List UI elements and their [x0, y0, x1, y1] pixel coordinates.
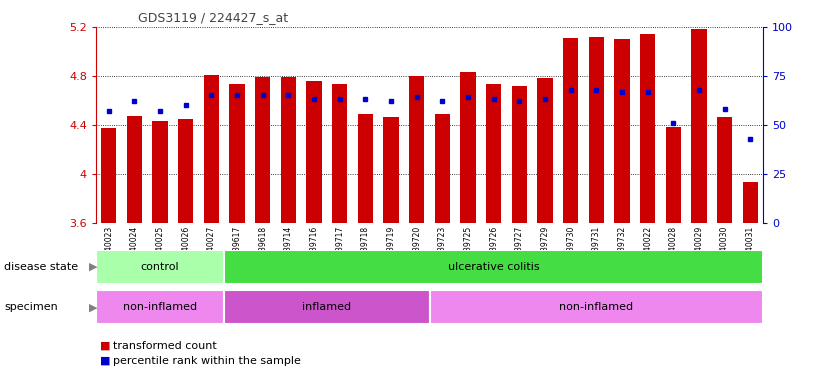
- Bar: [96, 250, 224, 284]
- Text: non-inflamed: non-inflamed: [123, 302, 197, 312]
- Bar: [460, 72, 475, 223]
- Bar: [255, 77, 270, 223]
- Text: ■: ■: [100, 341, 111, 351]
- Bar: [537, 78, 553, 223]
- Bar: [96, 290, 224, 324]
- Text: percentile rank within the sample: percentile rank within the sample: [113, 356, 300, 366]
- Text: ▶: ▶: [89, 262, 98, 272]
- Bar: [409, 76, 425, 223]
- Bar: [224, 250, 763, 284]
- Bar: [127, 116, 142, 223]
- Text: inflamed: inflamed: [302, 302, 351, 312]
- Bar: [224, 290, 430, 324]
- Text: GDS3119 / 224427_s_at: GDS3119 / 224427_s_at: [138, 12, 288, 25]
- Bar: [691, 29, 706, 223]
- Bar: [153, 121, 168, 223]
- Bar: [511, 86, 527, 223]
- Text: ■: ■: [100, 356, 111, 366]
- Bar: [717, 118, 732, 223]
- Bar: [430, 290, 763, 324]
- Bar: [742, 182, 758, 223]
- Bar: [384, 118, 399, 223]
- Text: disease state: disease state: [4, 262, 78, 272]
- Bar: [203, 74, 219, 223]
- Bar: [229, 84, 244, 223]
- Bar: [358, 114, 373, 223]
- Text: control: control: [141, 262, 179, 272]
- Bar: [563, 38, 578, 223]
- Bar: [101, 129, 117, 223]
- Text: ulcerative colitis: ulcerative colitis: [448, 262, 540, 272]
- Text: non-inflamed: non-inflamed: [560, 302, 633, 312]
- Bar: [486, 84, 501, 223]
- Bar: [640, 34, 656, 223]
- Bar: [615, 39, 630, 223]
- Bar: [306, 81, 322, 223]
- Bar: [332, 84, 348, 223]
- Bar: [178, 119, 193, 223]
- Text: specimen: specimen: [4, 302, 58, 312]
- Text: transformed count: transformed count: [113, 341, 216, 351]
- Bar: [435, 114, 450, 223]
- Bar: [666, 127, 681, 223]
- Bar: [281, 77, 296, 223]
- Text: ▶: ▶: [89, 302, 98, 312]
- Bar: [589, 36, 604, 223]
